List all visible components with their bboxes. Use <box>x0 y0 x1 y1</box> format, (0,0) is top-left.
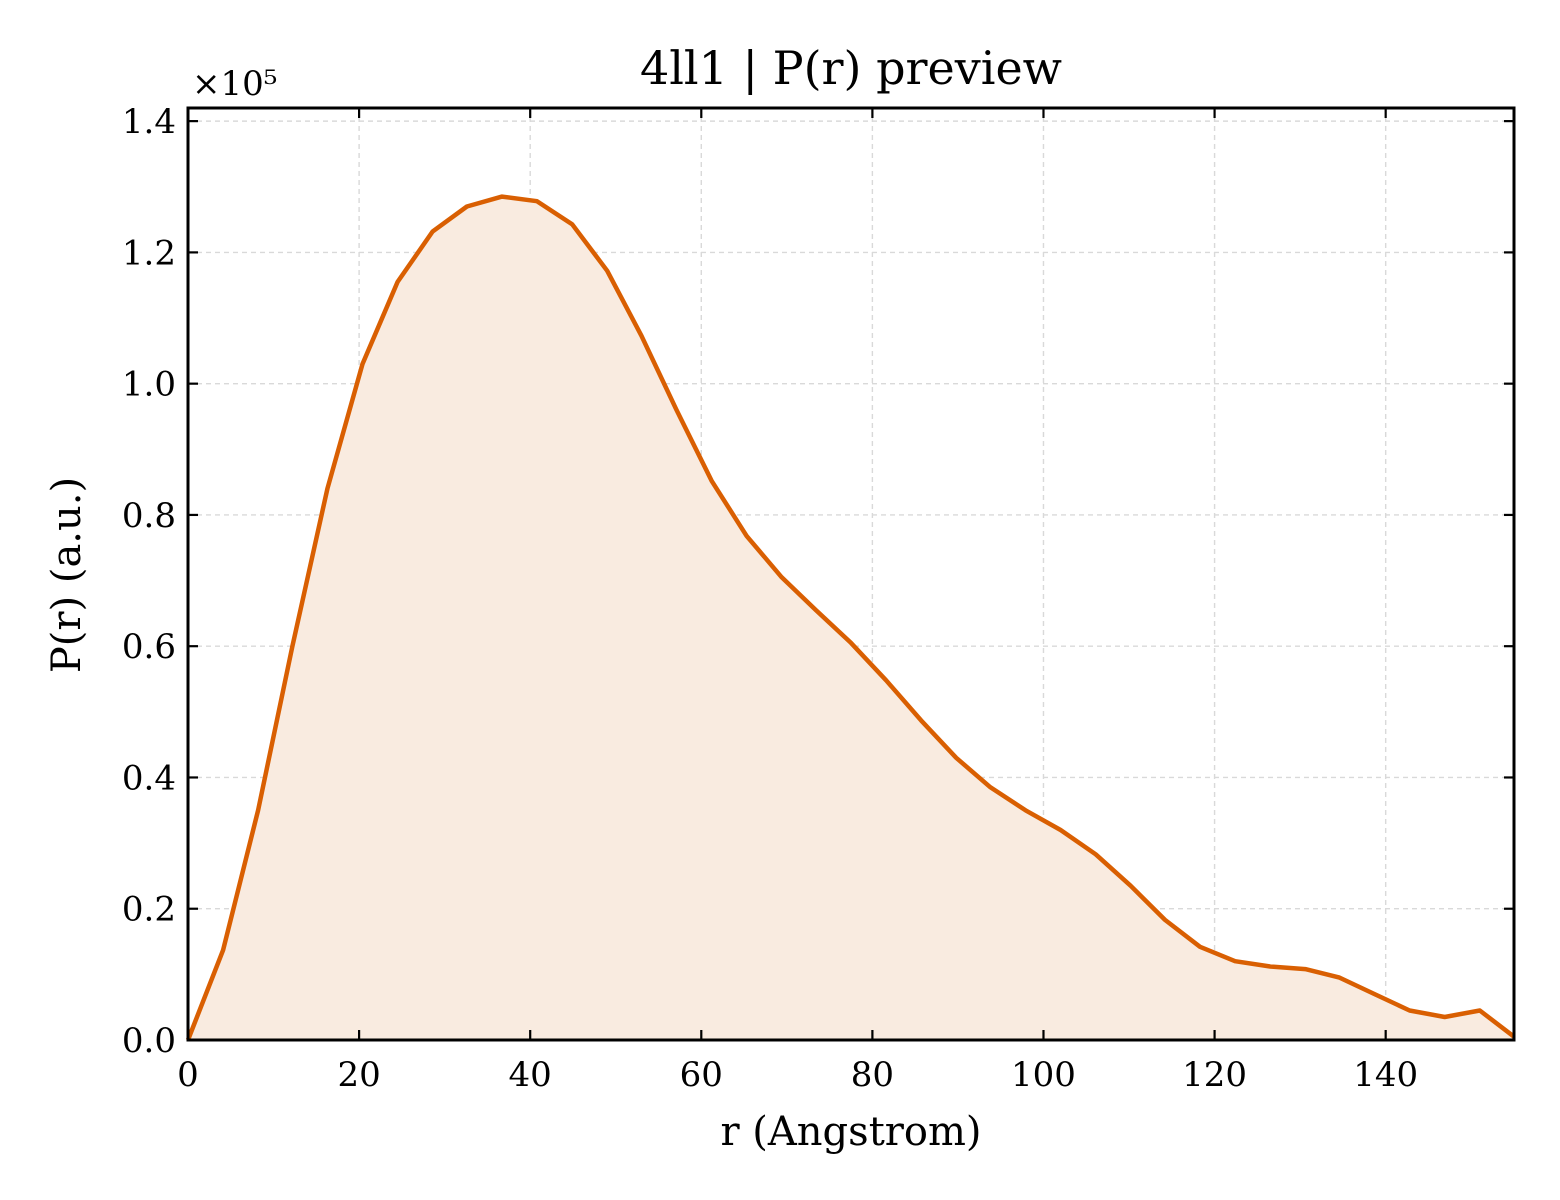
y-tick-label: 0.8 <box>122 496 176 536</box>
y-tick-label: 1.2 <box>122 233 176 273</box>
x-tick-label: 0 <box>177 1055 199 1095</box>
y-tick-label: 0.0 <box>122 1021 176 1061</box>
tick-layer: 0 20 40 60 80 100 120 140 0.0 0.2 0.4 0.6 0.8 1.0 1.2 1… <box>122 102 1514 1095</box>
chart-title: 4ll1 | P(r) preview <box>640 41 1062 95</box>
y-tick-label: 0.2 <box>122 890 176 930</box>
x-tick-label: 140 <box>1353 1055 1418 1095</box>
y-tick-label: 1.4 <box>122 102 176 142</box>
y-offset-label: ×10⁵ <box>192 64 277 104</box>
pr-series-line <box>185 194 1516 1041</box>
x-tick-label: 80 <box>851 1055 894 1095</box>
x-tick-label: 20 <box>337 1055 380 1095</box>
y-tick-label: 1.0 <box>122 365 176 405</box>
plot-frame <box>186 106 1516 1042</box>
y-tick-label: 0.6 <box>122 627 176 667</box>
x-tick-label: 60 <box>680 1055 723 1095</box>
pr-area-fill <box>188 196 1514 1041</box>
y-tick-label: 0.4 <box>122 758 176 798</box>
x-tick-label: 40 <box>509 1055 552 1095</box>
y-axis-label: P(r) (a.u.) <box>44 477 90 673</box>
x-axis-label: r (Angstrom) <box>720 1109 981 1155</box>
x-tick-label: 100 <box>1011 1055 1076 1095</box>
x-tick-label: 120 <box>1182 1055 1247 1095</box>
